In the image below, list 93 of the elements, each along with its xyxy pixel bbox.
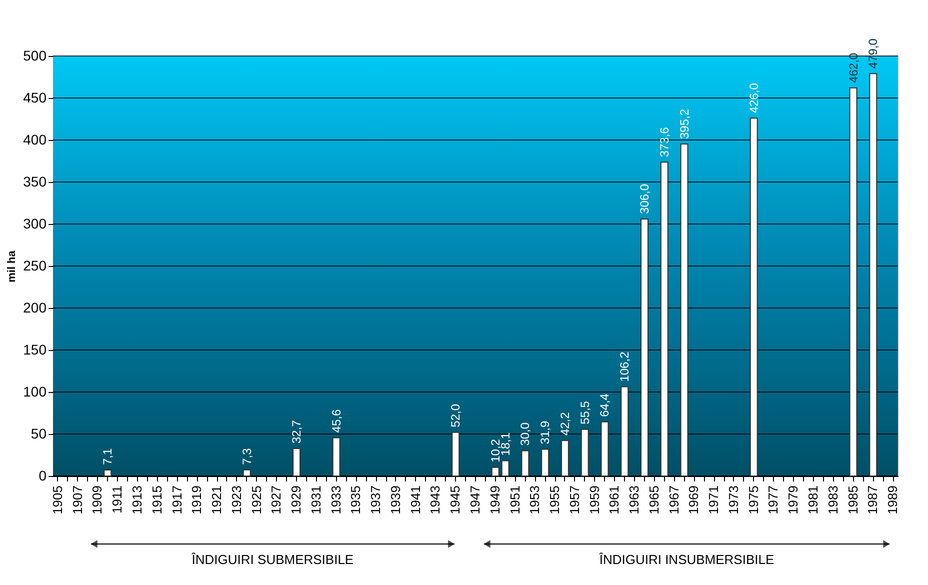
x-tick-label: 1965 bbox=[646, 486, 662, 514]
x-tick-label: 1909 bbox=[90, 486, 105, 514]
y-tick-label: 400 bbox=[23, 132, 47, 148]
x-tick-label: 1917 bbox=[169, 486, 184, 514]
x-tick-label: 1915 bbox=[149, 486, 164, 514]
bar bbox=[292, 448, 301, 476]
data-label: 106,2 bbox=[618, 351, 632, 382]
x-tick-label: 1971 bbox=[706, 486, 722, 514]
x-tick-label: 1955 bbox=[547, 486, 562, 514]
y-tick-label: 100 bbox=[23, 384, 47, 400]
data-label: 30,0 bbox=[518, 422, 532, 446]
x-tick-label: 1937 bbox=[368, 486, 384, 514]
data-label: 306,0 bbox=[638, 184, 652, 214]
bar bbox=[332, 437, 340, 476]
x-tick-label: 1927 bbox=[268, 486, 284, 514]
bar bbox=[600, 421, 609, 476]
x-tick-label: 1989 bbox=[885, 486, 900, 514]
x-tick-label: 1921 bbox=[209, 486, 224, 514]
y-tick-label: 200 bbox=[23, 300, 47, 316]
data-label: 7,3 bbox=[240, 448, 254, 465]
x-tick-label: 1941 bbox=[408, 486, 423, 514]
data-label: 373,6 bbox=[657, 126, 672, 158]
x-tick-label: 1987 bbox=[865, 486, 880, 514]
bar bbox=[869, 73, 878, 476]
x-tick-label: 1923 bbox=[228, 486, 244, 514]
text: ÎNDIGUIRI SUBMERSIBILE bbox=[190, 552, 354, 567]
x-tick-label: 1949 bbox=[487, 486, 502, 514]
y-tick-label: 450 bbox=[23, 90, 47, 106]
x-tick-label: 1947 bbox=[468, 486, 482, 514]
x-tick-label: 1929 bbox=[288, 486, 304, 514]
x-tick-label: 1907 bbox=[70, 486, 85, 514]
data-label: 395,2 bbox=[677, 108, 692, 140]
bar bbox=[849, 87, 858, 476]
x-tick-label: 1967 bbox=[666, 486, 682, 514]
data-label: 64,4 bbox=[598, 393, 612, 417]
bar bbox=[660, 162, 668, 476]
bar bbox=[491, 466, 500, 476]
bar bbox=[541, 448, 550, 476]
y-tick-label: 500 bbox=[23, 48, 47, 64]
x-tick-label: 1925 bbox=[248, 486, 264, 514]
x-tick-label: 1905 bbox=[50, 486, 65, 514]
x-tick-label: 1973 bbox=[726, 486, 741, 514]
data-label: 462,0 bbox=[846, 52, 860, 83]
x-tick-label: 1961 bbox=[606, 486, 622, 514]
y-tick-label: 50 bbox=[30, 426, 47, 442]
x-tick-label: 1977 bbox=[766, 486, 781, 514]
x-tick-label: 1957 bbox=[566, 486, 582, 514]
y-axis-title: mil ha bbox=[6, 250, 18, 282]
bar bbox=[452, 432, 460, 476]
y-tick-label: 350 bbox=[23, 174, 47, 190]
y-tick-label: 150 bbox=[23, 342, 47, 358]
x-tick-label: 1959 bbox=[586, 486, 602, 514]
bar bbox=[620, 386, 629, 476]
data-label: 7,1 bbox=[100, 448, 115, 466]
x-tick-label: 1963 bbox=[626, 486, 642, 514]
data-label: 426,0 bbox=[746, 82, 761, 114]
bar bbox=[521, 450, 530, 476]
x-tick-label: 1911 bbox=[110, 486, 125, 514]
x-tick-label: 1945 bbox=[448, 486, 463, 514]
data-label: 52,0 bbox=[448, 404, 463, 428]
bar bbox=[242, 469, 251, 476]
data-label: 31,9 bbox=[538, 420, 552, 444]
x-tick-label: 1943 bbox=[428, 486, 443, 514]
bar bbox=[640, 218, 648, 476]
data-label: 479,0 bbox=[866, 38, 880, 69]
data-label: 45,6 bbox=[329, 409, 344, 433]
text: ÎNDIGUIRI INSUBMERSIBILE bbox=[598, 552, 774, 567]
data-label: 55,5 bbox=[578, 400, 592, 424]
x-tick-label: 1931 bbox=[308, 486, 324, 514]
x-tick-label: 1933 bbox=[328, 486, 344, 514]
bar bbox=[750, 118, 758, 476]
x-tick-label: 1979 bbox=[786, 486, 801, 514]
bar bbox=[560, 440, 569, 476]
x-tick-label: 1913 bbox=[130, 486, 144, 514]
y-tick-label: 0 bbox=[38, 468, 47, 484]
x-tick-label: 1969 bbox=[686, 486, 702, 514]
x-tick-label: 1983 bbox=[825, 486, 840, 514]
x-tick-label: 1951 bbox=[507, 486, 522, 514]
bar bbox=[580, 428, 589, 476]
bar bbox=[501, 460, 510, 476]
x-tick-label: 1935 bbox=[348, 486, 364, 514]
x-tick-label: 1981 bbox=[806, 486, 820, 514]
data-label: 32,7 bbox=[290, 420, 304, 444]
bar bbox=[104, 470, 112, 476]
x-tick-label: 1985 bbox=[845, 486, 860, 514]
x-tick-label: 1975 bbox=[746, 486, 761, 514]
x-tick-label: 1939 bbox=[388, 486, 403, 514]
bar bbox=[680, 144, 688, 476]
data-label: 42,2 bbox=[558, 412, 572, 436]
x-tick-label: 1919 bbox=[189, 486, 204, 514]
x-tick-label: 1953 bbox=[527, 486, 542, 514]
y-tick-label: 300 bbox=[23, 216, 47, 232]
y-tick-label: 250 bbox=[23, 258, 47, 274]
